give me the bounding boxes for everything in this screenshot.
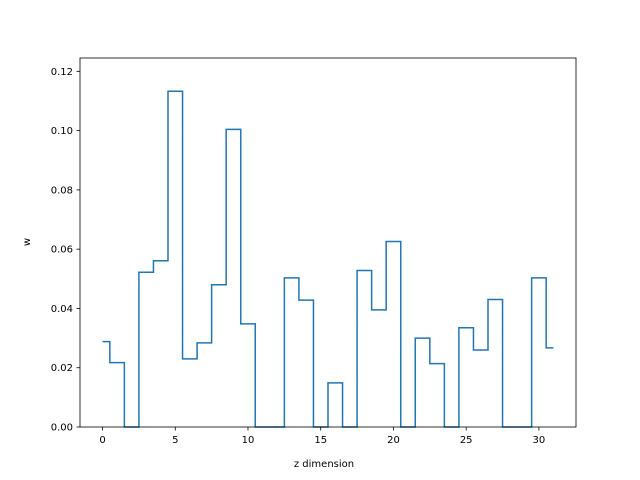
- plot-area: [79, 57, 577, 428]
- series-line: [102, 90, 554, 428]
- y-axis-label: w: [22, 238, 33, 246]
- y-axis-ticks: 0.00 0.02 0.04 0.06 0.08 0.10 0.12: [51, 67, 80, 434]
- y-tick-label: 0.02: [51, 363, 73, 374]
- x-tick-label: 25: [460, 435, 473, 446]
- y-tick-label: 0.04: [51, 304, 73, 315]
- x-tick-label: 10: [242, 435, 255, 446]
- x-tick-label: 15: [314, 435, 327, 446]
- y-tick-label: 0.12: [51, 67, 73, 78]
- x-tick-label: 5: [172, 435, 178, 446]
- y-tick-label: 0.06: [51, 245, 73, 256]
- x-tick-label: 0: [99, 435, 105, 446]
- y-tick-label: 0.00: [51, 423, 73, 434]
- x-axis-label: z dimension: [294, 459, 354, 470]
- x-axis-ticks: 0 5 10 15 20 25 30: [99, 427, 545, 446]
- axes-frame: [79, 57, 577, 428]
- x-tick-label: 30: [533, 435, 546, 446]
- x-tick-label: 20: [387, 435, 400, 446]
- y-tick-label: 0.10: [51, 126, 73, 137]
- y-tick-label: 0.08: [51, 185, 73, 196]
